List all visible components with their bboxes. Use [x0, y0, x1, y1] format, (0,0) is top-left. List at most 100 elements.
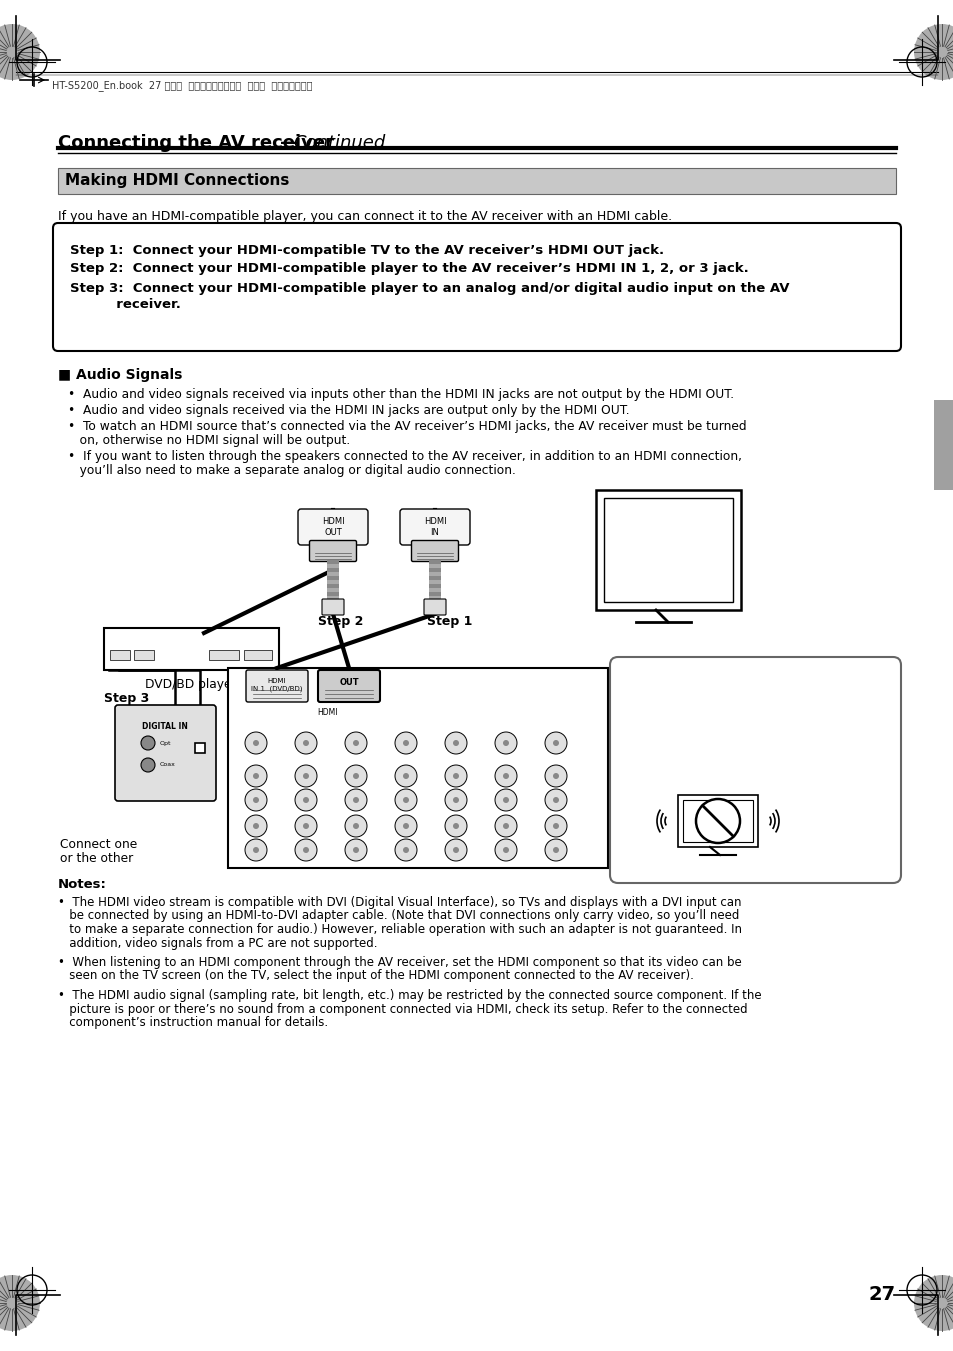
Circle shape — [502, 847, 509, 852]
Circle shape — [345, 815, 367, 838]
Text: receiver.: receiver. — [70, 299, 181, 311]
Text: component’s instruction manual for details.: component’s instruction manual for detai… — [58, 1016, 328, 1029]
Bar — [327, 567, 338, 571]
Circle shape — [553, 773, 558, 780]
FancyBboxPatch shape — [58, 168, 895, 195]
Circle shape — [553, 823, 558, 830]
Bar — [244, 650, 272, 661]
Circle shape — [245, 732, 267, 754]
Bar — [327, 592, 338, 596]
Circle shape — [544, 789, 566, 811]
Circle shape — [444, 815, 467, 838]
Text: •  Audio and video signals received via inputs other than the HDMI IN jacks are : • Audio and video signals received via i… — [68, 388, 734, 401]
Circle shape — [345, 789, 367, 811]
Circle shape — [444, 839, 467, 861]
Circle shape — [495, 732, 517, 754]
Bar — [133, 650, 153, 661]
Text: •  If you want to listen through the speakers connected to the AV receiver, in a: • If you want to listen through the spea… — [68, 450, 741, 463]
Circle shape — [553, 740, 558, 746]
FancyBboxPatch shape — [603, 499, 732, 603]
Text: TV: TV — [657, 536, 679, 551]
Circle shape — [0, 24, 40, 80]
Circle shape — [141, 736, 154, 750]
FancyBboxPatch shape — [228, 667, 607, 867]
Circle shape — [245, 815, 267, 838]
Circle shape — [345, 839, 367, 861]
Text: Connect one: Connect one — [60, 838, 137, 851]
Bar — [429, 567, 440, 571]
Circle shape — [544, 765, 566, 788]
Circle shape — [444, 732, 467, 754]
Circle shape — [345, 732, 367, 754]
Text: —: — — [280, 134, 297, 153]
Circle shape — [696, 798, 740, 843]
Text: to make a separate connection for audio.) However, reliable operation with such : to make a separate connection for audio.… — [58, 923, 741, 936]
Text: Step 2:  Connect your HDMI-compatible player to the AV receiver’s HDMI IN 1, 2, : Step 2: Connect your HDMI-compatible pla… — [70, 262, 748, 276]
Bar — [429, 561, 440, 563]
Text: you’ll also need to make a separate analog or digital audio connection.: you’ll also need to make a separate anal… — [68, 463, 516, 477]
Text: Step 1:  Connect your HDMI-compatible TV to the AV receiver’s HDMI OUT jack.: Step 1: Connect your HDMI-compatible TV … — [70, 245, 663, 257]
Text: Coax: Coax — [160, 762, 175, 767]
Circle shape — [502, 797, 509, 802]
Text: Tip!: Tip! — [629, 684, 659, 697]
Text: Step 3: Step 3 — [104, 692, 149, 705]
Text: If you have an HDMI-compatible player, you can connect it to the AV receiver wit: If you have an HDMI-compatible player, y… — [58, 209, 672, 223]
Circle shape — [253, 797, 258, 802]
Text: addition, video signals from a PC are not supported.: addition, video signals from a PC are no… — [58, 936, 377, 950]
Text: be connected by using an HDMI-to-DVI adapter cable. (Note that DVI connections o: be connected by using an HDMI-to-DVI ada… — [58, 909, 739, 923]
Circle shape — [553, 847, 558, 852]
Text: picture is poor or there’s no sound from a component connected via HDMI, check i: picture is poor or there’s no sound from… — [58, 1002, 747, 1016]
Circle shape — [502, 740, 509, 746]
Circle shape — [444, 765, 467, 788]
Circle shape — [502, 823, 509, 830]
Text: HDMI
IN: HDMI IN — [423, 517, 446, 536]
Circle shape — [303, 847, 309, 852]
Text: •  Audio and video signals received via the HDMI IN jacks are output only by the: • Audio and video signals received via t… — [68, 404, 629, 417]
Circle shape — [402, 823, 409, 830]
Circle shape — [495, 815, 517, 838]
Text: step 3, to fully enjoy the AV receiver’s: step 3, to fully enjoy the AV receiver’s — [629, 717, 868, 730]
Bar — [429, 596, 440, 600]
Circle shape — [502, 773, 509, 780]
Text: Step 3:  Connect your HDMI-compatible player to an analog and/or digital audio i: Step 3: Connect your HDMI-compatible pla… — [70, 282, 789, 295]
FancyBboxPatch shape — [399, 509, 470, 544]
Bar — [429, 592, 440, 596]
Text: on your TV all the way so that its: on your TV all the way so that its — [629, 748, 836, 762]
Text: Step 2: Step 2 — [317, 615, 363, 628]
Text: or the other: or the other — [60, 852, 133, 865]
Text: on, otherwise no HDMI signal will be output.: on, otherwise no HDMI signal will be out… — [68, 434, 350, 447]
Circle shape — [253, 823, 258, 830]
Circle shape — [395, 789, 416, 811]
FancyBboxPatch shape — [53, 223, 900, 351]
Text: HDMI
OUT: HDMI OUT — [321, 517, 344, 536]
Circle shape — [303, 773, 309, 780]
Circle shape — [495, 765, 517, 788]
Bar — [209, 650, 239, 661]
Circle shape — [913, 24, 953, 80]
Text: 27: 27 — [868, 1285, 895, 1304]
Text: speakers output no sound.: speakers output no sound. — [629, 765, 796, 778]
Text: If you make the connection described in: If you make the connection described in — [629, 701, 881, 713]
FancyBboxPatch shape — [423, 598, 446, 615]
Text: DVD/BD player: DVD/BD player — [145, 678, 236, 690]
Text: Connecting the AV receiver: Connecting the AV receiver — [58, 134, 334, 153]
Circle shape — [303, 740, 309, 746]
Text: •  The HDMI audio signal (sampling rate, bit length, etc.) may be restricted by : • The HDMI audio signal (sampling rate, … — [58, 989, 760, 1002]
Circle shape — [444, 789, 467, 811]
Circle shape — [402, 847, 409, 852]
Text: Opt: Opt — [160, 740, 172, 746]
Circle shape — [402, 773, 409, 780]
Text: Step 1: Step 1 — [427, 615, 472, 628]
FancyBboxPatch shape — [297, 509, 368, 544]
Text: HT-S5200_En.book  27 ページ  ２００９年３月９日  月曜日  午後４時３１分: HT-S5200_En.book 27 ページ ２００９年３月９日 月曜日 午後… — [52, 80, 313, 91]
Bar — [327, 580, 338, 584]
Text: •  The HDMI video stream is compatible with DVI (Digital Visual Interface), so T: • The HDMI video stream is compatible wi… — [58, 896, 740, 909]
Circle shape — [353, 823, 358, 830]
FancyBboxPatch shape — [322, 598, 344, 615]
Circle shape — [453, 797, 458, 802]
FancyBboxPatch shape — [609, 657, 900, 884]
FancyBboxPatch shape — [678, 794, 758, 847]
Circle shape — [402, 740, 409, 746]
Circle shape — [395, 732, 416, 754]
Circle shape — [294, 815, 316, 838]
